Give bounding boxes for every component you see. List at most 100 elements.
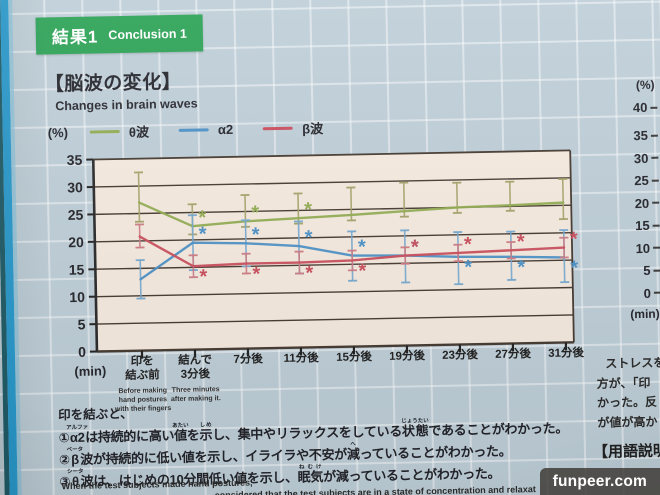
significance-star: * xyxy=(411,236,419,258)
gridline xyxy=(96,341,574,353)
adjacent-y-tick-label: 5 xyxy=(643,262,651,278)
chart-legend: (%) θ波 α2 β波 xyxy=(48,118,324,142)
adjacent-chart-y-unit: (%) xyxy=(635,77,655,93)
adjacent-y-tick-label: 30 xyxy=(633,150,649,166)
conclusion-banner: 結果1 Conclusion 1 xyxy=(35,14,204,55)
finding-text: し、集中やリラックスをしている xyxy=(212,423,403,443)
plot-area xyxy=(93,150,574,352)
legend-line-swatch xyxy=(263,126,294,131)
significance-star: * xyxy=(305,262,313,284)
significance-star: * xyxy=(517,257,525,279)
adjacent-y-tick: 35 xyxy=(624,128,658,144)
legend-item-β波: β波 xyxy=(263,118,323,138)
adjacent-y-tick: 30 xyxy=(624,150,659,166)
significance-star: * xyxy=(305,227,313,249)
finding-text: は持続的に高い xyxy=(85,428,175,445)
finding-text: っていることがわかった。 xyxy=(359,443,512,462)
adjacent-y-tick-mark xyxy=(650,134,658,137)
adjacent-y-tick-label: 35 xyxy=(633,127,649,144)
adjacent-panel-heading: 【用語説明 xyxy=(592,442,660,461)
adjacent-y-tick: 5 xyxy=(626,263,660,279)
adjacent-y-tick: 10 xyxy=(626,240,660,256)
adjacent-y-tick-mark xyxy=(651,179,659,182)
adjacent-y-tick-label: 25 xyxy=(634,172,649,189)
ruby-text: 眠気ねむけ xyxy=(297,464,324,485)
chart-title-en: Changes in brain waves xyxy=(55,96,198,114)
significance-star: * xyxy=(198,207,206,229)
significance-star: * xyxy=(411,236,419,258)
significance-star: * xyxy=(464,234,472,256)
ruby-text: 値あたい xyxy=(171,422,189,444)
y-tick-label: 25 xyxy=(68,207,84,223)
ruby-text: 状態じょうたい xyxy=(401,418,430,439)
adjacent-y-tick-mark xyxy=(650,106,658,109)
significance-star: * xyxy=(199,266,207,288)
x-axis-labels: 印を 結ぶ前 Before making hand postures with t… xyxy=(0,0,655,413)
significance-star: * xyxy=(570,228,578,250)
adjacent-y-tick: 25 xyxy=(625,173,659,189)
legend-line-swatch xyxy=(89,129,120,134)
gridline xyxy=(93,149,571,161)
y-tick-label: 35 xyxy=(67,152,83,168)
banner-title-en: Conclusion 1 xyxy=(108,26,187,42)
significance-star: * xyxy=(304,199,312,221)
y-tick-label: 30 xyxy=(67,179,83,195)
gridline xyxy=(95,259,573,270)
significance-star: * xyxy=(570,257,578,279)
error-bar xyxy=(561,179,565,220)
adjacent-y-tick-mark xyxy=(653,246,660,249)
adjacent-chart-x-unit: (min) xyxy=(630,306,660,322)
watermark: funpeer.com xyxy=(539,468,660,495)
adjacent-y-tick-label: 10 xyxy=(635,240,651,256)
finding-text: を xyxy=(186,427,200,443)
legend-item-α2: α2 xyxy=(178,121,234,138)
series-line-β波 xyxy=(138,235,566,268)
series-line-θ波 xyxy=(137,201,565,228)
adjacent-text-line: かった。反 xyxy=(596,394,658,410)
gridline xyxy=(96,314,574,325)
significance-star: * xyxy=(252,224,260,246)
adjacent-y-tick-mark xyxy=(652,224,660,227)
adjacent-text-line: ストレスを xyxy=(605,355,660,371)
ruby-text: α2アルファ xyxy=(66,424,89,446)
y-tick-label: 15 xyxy=(69,261,85,277)
adjacent-y-tick: 0 xyxy=(627,285,660,301)
ruby-text: 示しめ xyxy=(199,422,213,443)
banner-title-jp: 結果1 xyxy=(51,27,99,48)
chart-title-jp: 【脳波の変化】 xyxy=(44,71,182,96)
y-tick-label: 10 xyxy=(69,289,85,305)
finding-text: であることがわかった。 xyxy=(428,420,569,439)
adjacent-y-tick-label: 0 xyxy=(643,285,652,301)
significance-star: * xyxy=(358,260,366,282)
legend-label: α2 xyxy=(217,121,234,138)
y-tick-label: 5 xyxy=(77,316,85,332)
adjacent-y-tick-label: 40 xyxy=(632,99,648,116)
gridline xyxy=(94,231,572,243)
adjacent-y-tick: 15 xyxy=(625,217,660,234)
significance-star: * xyxy=(252,263,260,285)
adjacent-text-line: が値が高か xyxy=(597,414,658,430)
adjacent-y-tick-mark xyxy=(651,156,659,159)
significance-star: * xyxy=(251,202,259,224)
adjacent-y-tick-label: 15 xyxy=(635,217,650,234)
adjacent-panel-edge: 40 35 30 25 20 15 10 5 0 xyxy=(0,0,660,300)
error-bar xyxy=(137,172,141,222)
ruby-text: 減へ xyxy=(346,441,360,462)
gridline xyxy=(95,286,573,298)
adjacent-y-tick-mark xyxy=(652,201,660,204)
adjacent-y-tick-mark xyxy=(653,291,660,294)
significance-star: * xyxy=(517,231,525,253)
ruby-text: βベータ xyxy=(66,446,84,468)
adjacent-panel-text: ストレスを 方が、「印 かった。反 が値が高か xyxy=(596,354,660,433)
legend-label: θ波 xyxy=(128,124,150,140)
legend-item-θ波: θ波 xyxy=(89,121,150,141)
x-axis-unit-label: (min) xyxy=(74,363,106,379)
adjacent-y-tick-mark xyxy=(653,269,660,272)
y-tick-label: 0 xyxy=(78,344,86,360)
legend-line-swatch xyxy=(178,128,210,133)
y-axis xyxy=(91,159,99,352)
adjacent-y-tick: 40 xyxy=(623,99,658,116)
